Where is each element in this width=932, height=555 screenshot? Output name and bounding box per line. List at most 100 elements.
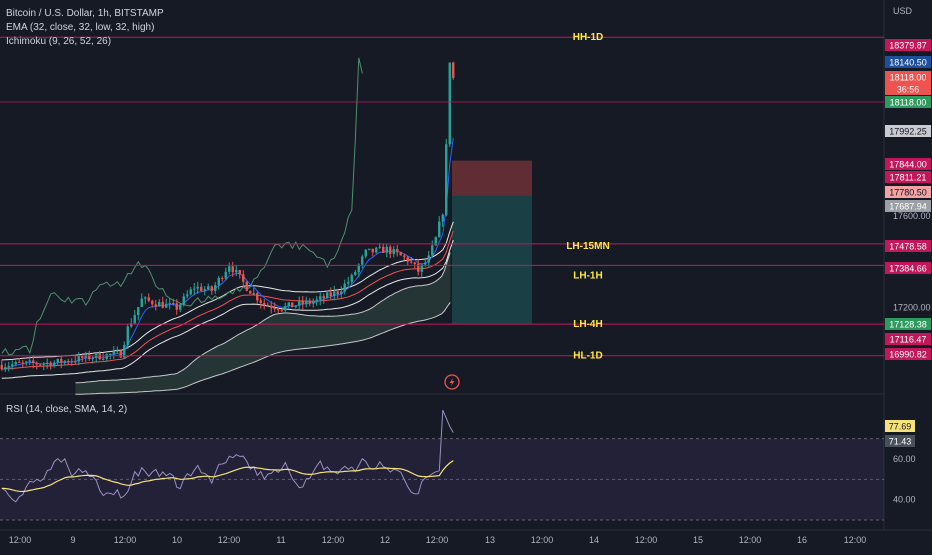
x-tick-label: 12:00 — [9, 535, 32, 545]
candle-body — [319, 296, 322, 300]
candle-body — [382, 246, 385, 253]
candle-body — [315, 299, 318, 302]
span-a-line — [75, 252, 451, 384]
candle-body — [28, 360, 31, 362]
rsi-value-pill — [885, 435, 915, 447]
x-tick-label: 12:00 — [426, 535, 449, 545]
ichimoku-legend[interactable]: Ichimoku (9, 26, 52, 26) — [6, 36, 112, 47]
rsi-value-label: 77.69 — [889, 422, 912, 432]
candle-body — [116, 350, 119, 352]
candle-body — [46, 362, 49, 364]
candle-body — [392, 249, 395, 254]
candle-body — [410, 261, 413, 263]
candle-body — [53, 362, 56, 367]
rsi-line — [1, 410, 454, 503]
candle-body — [151, 300, 154, 305]
candle-body — [420, 264, 423, 272]
y-tick-label: 17600.00 — [893, 211, 931, 221]
lagging-span-line — [1, 57, 363, 356]
price-pill — [885, 186, 931, 198]
price-pill — [885, 56, 931, 68]
price-pill-label: 18379.87 — [889, 41, 927, 51]
stop-loss-zone — [452, 160, 532, 196]
candle-body — [403, 255, 406, 257]
candle-body — [133, 315, 136, 324]
x-tick-label: 11 — [276, 535, 285, 545]
price-pill-label: 36:56 — [897, 85, 920, 95]
candle-body — [434, 237, 437, 246]
candle-body — [291, 302, 294, 308]
candle-body — [21, 362, 24, 364]
candle-body — [263, 302, 266, 305]
candle-body — [14, 361, 17, 365]
y-tick-label: 17200.00 — [893, 303, 931, 313]
candle-body — [56, 358, 59, 363]
candle-body — [427, 255, 430, 263]
ema-legend[interactable]: EMA (32, close, 32, low, 32, high) — [6, 22, 155, 33]
candle-body — [231, 266, 234, 273]
candle-body — [308, 300, 311, 304]
bolt-icon[interactable] — [444, 374, 460, 390]
candle-body — [417, 263, 420, 272]
price-pill — [885, 158, 931, 170]
candle-body — [109, 354, 112, 356]
candle-body — [4, 367, 7, 370]
candle-body — [112, 351, 115, 355]
price-pill-label: 18118.00 — [890, 73, 927, 83]
candle-body — [445, 144, 448, 215]
candle-body — [165, 303, 168, 308]
candle-body — [144, 297, 147, 299]
candle-body — [81, 355, 84, 359]
candle-body — [357, 264, 360, 273]
candle-body — [270, 305, 273, 308]
candle-body — [39, 364, 42, 366]
candle-body — [207, 286, 210, 290]
candle-body — [340, 291, 343, 295]
candle-body — [105, 354, 108, 359]
x-tick-label: 12:00 — [322, 535, 345, 545]
candle-body — [273, 307, 276, 310]
candle-body — [42, 363, 45, 365]
candle-body — [301, 300, 304, 305]
candle-body — [354, 272, 357, 275]
candle-body — [67, 360, 70, 363]
candle-body — [77, 355, 80, 362]
x-tick-label: 12:00 — [844, 535, 867, 545]
price-pill — [885, 318, 931, 330]
price-pill — [885, 83, 931, 95]
symbol-legend: Bitcoin / U.S. Dollar, 1h, BITSTAMP — [6, 8, 164, 19]
candle-body — [438, 221, 441, 238]
price-pill-label: 17128.38 — [889, 320, 927, 330]
candle-body — [186, 294, 189, 297]
candle-body — [343, 283, 346, 292]
candle-body — [399, 252, 402, 256]
price-pill-label: 17384.66 — [889, 264, 927, 274]
tenkan-line — [1, 137, 454, 370]
candle-body — [189, 289, 192, 295]
candle-body — [228, 266, 231, 272]
candle-body — [336, 291, 339, 295]
rsi-value-label: 71.43 — [889, 437, 912, 447]
candle-body — [266, 304, 269, 306]
candle-body — [371, 248, 374, 253]
x-tick-label: 10 — [172, 535, 182, 545]
candle-body — [277, 309, 280, 311]
candle-body — [161, 302, 164, 308]
x-tick-label: 12:00 — [635, 535, 658, 545]
level-label: HH-1D — [573, 32, 604, 43]
candle-body — [364, 249, 367, 257]
level-label: HL-1D — [573, 351, 602, 362]
candle-body — [431, 245, 434, 256]
x-tick-label: 12:00 — [114, 535, 137, 545]
candle-body — [158, 302, 161, 307]
candle-body — [326, 292, 329, 299]
price-pill — [885, 200, 931, 212]
x-tick-label: 15 — [693, 535, 703, 545]
currency-label: USD — [893, 6, 913, 16]
level-label: LH-4H — [573, 319, 602, 330]
rsi-tick-label: 60.00 — [893, 454, 916, 464]
candle-body — [235, 270, 238, 273]
rsi-legend[interactable]: RSI (14, close, SMA, 14, 2) — [6, 404, 128, 415]
